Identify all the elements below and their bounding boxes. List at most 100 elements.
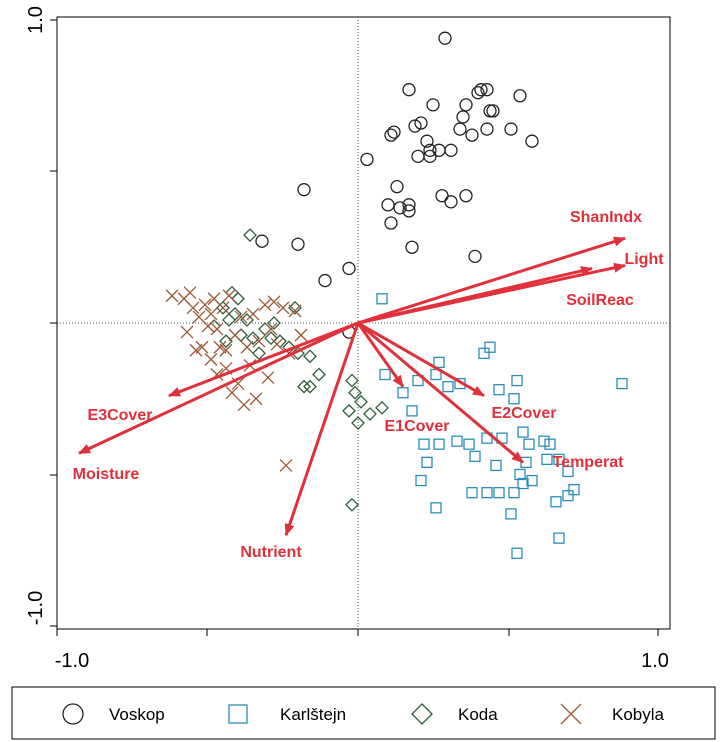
koda-point bbox=[234, 328, 248, 343]
moisture-vector bbox=[78, 321, 359, 455]
karltejn-point bbox=[406, 405, 418, 417]
kobyla-point bbox=[246, 307, 260, 321]
kobyla-point bbox=[186, 301, 200, 315]
kobyla-point bbox=[237, 398, 251, 412]
voskop-point bbox=[426, 98, 440, 112]
koda-point bbox=[288, 300, 302, 315]
koda-point bbox=[354, 394, 368, 409]
voskop-point bbox=[483, 104, 497, 118]
voskop-point bbox=[402, 83, 416, 97]
voskop-point bbox=[480, 122, 494, 136]
kobyla-point bbox=[252, 334, 266, 348]
voskop-point bbox=[387, 125, 401, 139]
karltejn-point bbox=[469, 450, 481, 462]
kobyla-point bbox=[225, 386, 239, 400]
kobyla-point bbox=[294, 328, 308, 342]
kobyla-point bbox=[219, 343, 233, 357]
kobyla-point bbox=[213, 340, 227, 354]
voskop-point bbox=[318, 273, 332, 288]
koda-point bbox=[312, 367, 326, 382]
x-tick-label-left: -1.0 bbox=[55, 650, 89, 672]
voskop-point bbox=[420, 134, 434, 148]
nutrient-vector-label: Nutrient bbox=[240, 544, 302, 561]
karltejn-point bbox=[421, 456, 433, 469]
karltejn-point bbox=[508, 393, 520, 405]
karltejn-point bbox=[433, 438, 445, 450]
voskop-point bbox=[459, 189, 473, 203]
karltejn-point bbox=[493, 487, 505, 499]
koda-point bbox=[252, 346, 266, 361]
legend: Voskop Karlštejn Koda Kobyla bbox=[11, 686, 716, 740]
moisture-vector-label: Moisture bbox=[73, 466, 140, 483]
y-tick-label-top: 1.0 bbox=[25, 6, 47, 34]
kobyla-point bbox=[222, 289, 236, 303]
kobyla-point bbox=[261, 371, 275, 384]
e1cover-vector-label: E1Cover bbox=[385, 418, 450, 435]
e3cover-vector-label: E3Cover bbox=[88, 407, 153, 424]
voskop-point bbox=[468, 249, 482, 263]
koda-point bbox=[351, 416, 365, 430]
koda-point bbox=[303, 379, 317, 394]
karltejn-point bbox=[544, 438, 556, 450]
koda-point bbox=[264, 331, 278, 346]
voskop-point bbox=[384, 216, 398, 230]
y-tick-label-bottom: -1.0 bbox=[25, 591, 47, 625]
karltejn-point bbox=[541, 453, 553, 466]
voskop-point bbox=[453, 122, 467, 136]
voskop-point bbox=[405, 240, 419, 254]
voskop-point bbox=[384, 128, 398, 142]
legend-label-karltejn: Karlštejn bbox=[280, 705, 346, 724]
kobyla-point bbox=[207, 292, 221, 306]
koda-point bbox=[246, 331, 260, 346]
karltejn-point bbox=[451, 435, 463, 447]
kobyla-point bbox=[240, 340, 254, 354]
kobyla-point bbox=[204, 352, 218, 366]
legend-label-kobyla: Kobyla bbox=[612, 705, 665, 724]
soilreac-vector-label: SoilReac bbox=[566, 292, 634, 309]
voskop-point bbox=[486, 104, 500, 118]
kobyla-point bbox=[201, 319, 215, 333]
legend-label-koda: Koda bbox=[458, 705, 498, 724]
shanindx-vector-label: ShanIndx bbox=[570, 209, 642, 226]
legend-marker-voskop bbox=[62, 703, 84, 725]
karltejn-point bbox=[562, 465, 574, 478]
voskop-point bbox=[408, 119, 422, 133]
kobyla-point bbox=[288, 304, 302, 318]
karltejn-point bbox=[616, 377, 628, 390]
karltejn-point bbox=[376, 293, 388, 305]
voskop-point bbox=[513, 89, 527, 103]
e1cover-vector bbox=[356, 322, 405, 388]
karltejn-point bbox=[511, 547, 523, 559]
voskop-point bbox=[390, 179, 404, 194]
kobyla-point bbox=[189, 343, 203, 357]
karltejn-point bbox=[505, 508, 517, 520]
legend-marker-kobyla bbox=[560, 703, 582, 725]
voskop-point bbox=[402, 204, 416, 218]
e2cover-vector-label: E2Cover bbox=[492, 405, 557, 422]
koda-point bbox=[267, 316, 281, 330]
voskop-point bbox=[255, 234, 269, 248]
legend-marker-koda bbox=[411, 703, 433, 725]
legend-marker-karltejn bbox=[228, 704, 248, 724]
voskop-point bbox=[393, 201, 407, 215]
voskop-point bbox=[438, 31, 452, 45]
karltejn-point bbox=[550, 496, 562, 508]
koda-point bbox=[348, 385, 362, 400]
karltejn-point bbox=[523, 438, 535, 450]
voskop-point bbox=[504, 122, 518, 136]
voskop-point bbox=[360, 152, 374, 167]
voskop-point bbox=[414, 116, 428, 130]
koda-point bbox=[228, 306, 242, 321]
karltejn-point bbox=[517, 426, 529, 438]
karltejn-point bbox=[433, 356, 445, 369]
temperat-vector-label: Temperat bbox=[553, 454, 625, 471]
voskop-point bbox=[411, 149, 425, 164]
voskop-point bbox=[444, 195, 458, 209]
voskop-point bbox=[480, 83, 494, 97]
koda-point bbox=[222, 313, 236, 327]
karltejn-point bbox=[493, 384, 505, 396]
kobyla-point bbox=[264, 322, 278, 336]
kobyla-point bbox=[180, 325, 194, 339]
karltejn-point bbox=[463, 438, 475, 450]
